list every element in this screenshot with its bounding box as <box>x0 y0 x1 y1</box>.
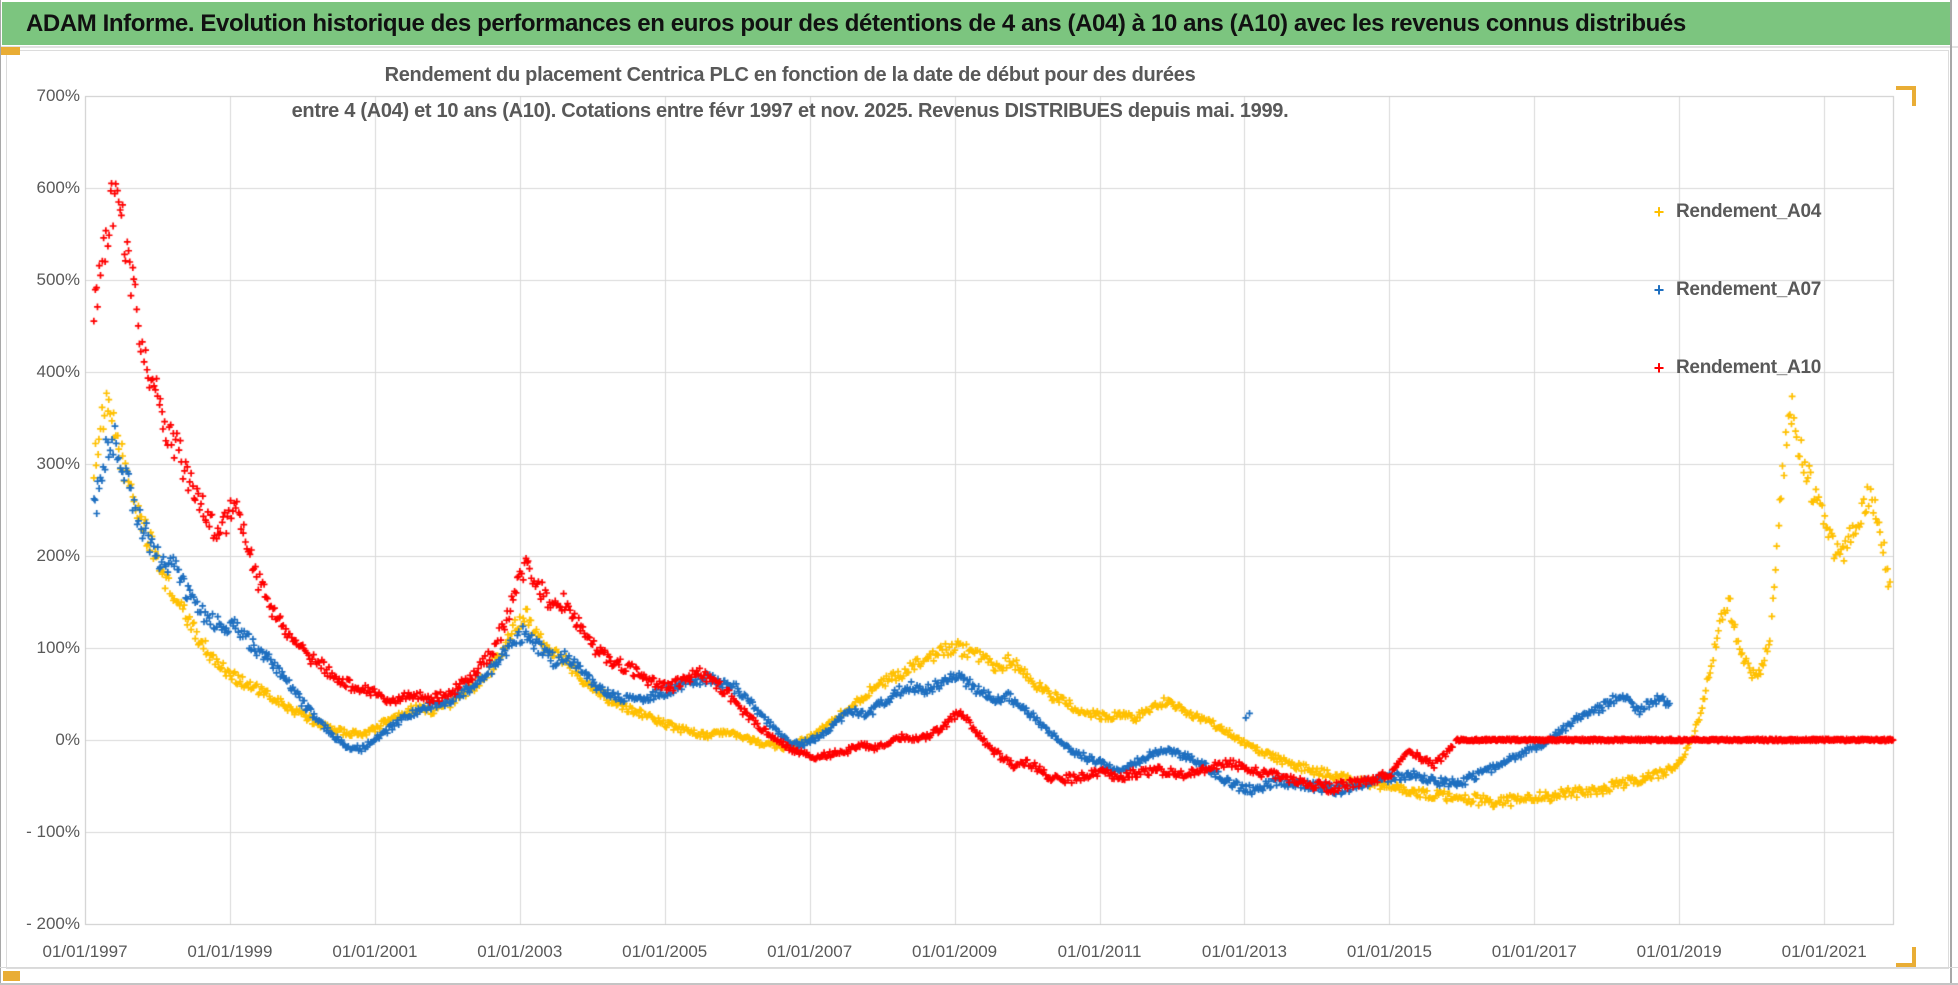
plus-marker-icon: + <box>1653 357 1665 378</box>
legend-item-rendement-a04[interactable]: + Rendement_A04 <box>1650 198 1822 226</box>
y-axis-tick-label: - 100% <box>26 822 80 841</box>
x-axis-tick-label: 01/01/2007 <box>767 942 853 961</box>
plus-marker-icon: + <box>1653 279 1665 300</box>
x-axis-tick-label: 01/01/2009 <box>912 942 998 961</box>
y-axis-tick-label: 500% <box>36 270 80 289</box>
x-axis-tick-label: 01/01/2021 <box>1781 942 1867 961</box>
window-edge-bottom <box>0 983 1958 985</box>
y-axis-tick-label: 0% <box>55 730 80 749</box>
x-axis-tick-label: 01/01/2005 <box>622 942 708 961</box>
window-edge-right <box>1950 0 1952 985</box>
sheet-title-banner[interactable]: ADAM Informe. Evolution historique des p… <box>2 2 1950 45</box>
legend-label: Rendement_A04 <box>1676 201 1821 222</box>
legend-item-rendement-a07[interactable]: + Rendement_A07 <box>1650 276 1822 304</box>
chart-frame-bottom-line <box>0 967 1958 968</box>
banner-underline <box>0 46 1958 48</box>
x-axis-tick-label: 01/01/2001 <box>332 942 418 961</box>
legend-label: Rendement_A07 <box>1676 279 1821 300</box>
x-axis-tick-label: 01/01/2003 <box>477 942 563 961</box>
legend-item-rendement-a10[interactable]: + Rendement_A10 <box>1650 354 1822 382</box>
y-axis-tick-label: 600% <box>36 178 80 197</box>
y-axis-tick-label: 300% <box>36 454 80 473</box>
plus-marker-icon: + <box>1653 201 1665 222</box>
x-axis-tick-label: 01/01/2019 <box>1636 942 1722 961</box>
selection-handle-top-right[interactable] <box>1896 86 1916 106</box>
x-axis-tick-label: 01/01/2011 <box>1057 942 1142 961</box>
selection-handle-bottom-left[interactable] <box>3 971 20 981</box>
chart-title-line2: entre 4 (A04) et 10 ans (A10). Cotations… <box>291 100 1289 122</box>
selection-handle-top-left[interactable] <box>0 47 20 55</box>
y-axis-tick-label: 100% <box>36 638 80 657</box>
y-axis-tick-label: 400% <box>36 362 80 381</box>
x-axis-tick-label: 01/01/2015 <box>1346 942 1432 961</box>
chart-object-frame[interactable] <box>6 50 1949 969</box>
x-axis-tick-label: 01/01/1999 <box>187 942 273 961</box>
window-edge-left <box>0 0 1 985</box>
selection-handle-bottom-right[interactable] <box>1896 947 1916 967</box>
legend-label: Rendement_A10 <box>1676 357 1821 378</box>
y-axis-tick-label: 700% <box>36 86 80 105</box>
y-axis-tick-label: 200% <box>36 546 80 565</box>
y-axis-tick-label: - 200% <box>26 914 80 933</box>
x-axis-tick-label: 01/01/1997 <box>42 942 128 961</box>
chart-title-line1: Rendement du placement Centrica PLC en f… <box>384 64 1196 86</box>
x-axis-tick-label: 01/01/2013 <box>1201 942 1287 961</box>
x-axis-tick-label: 01/01/2017 <box>1491 942 1577 961</box>
